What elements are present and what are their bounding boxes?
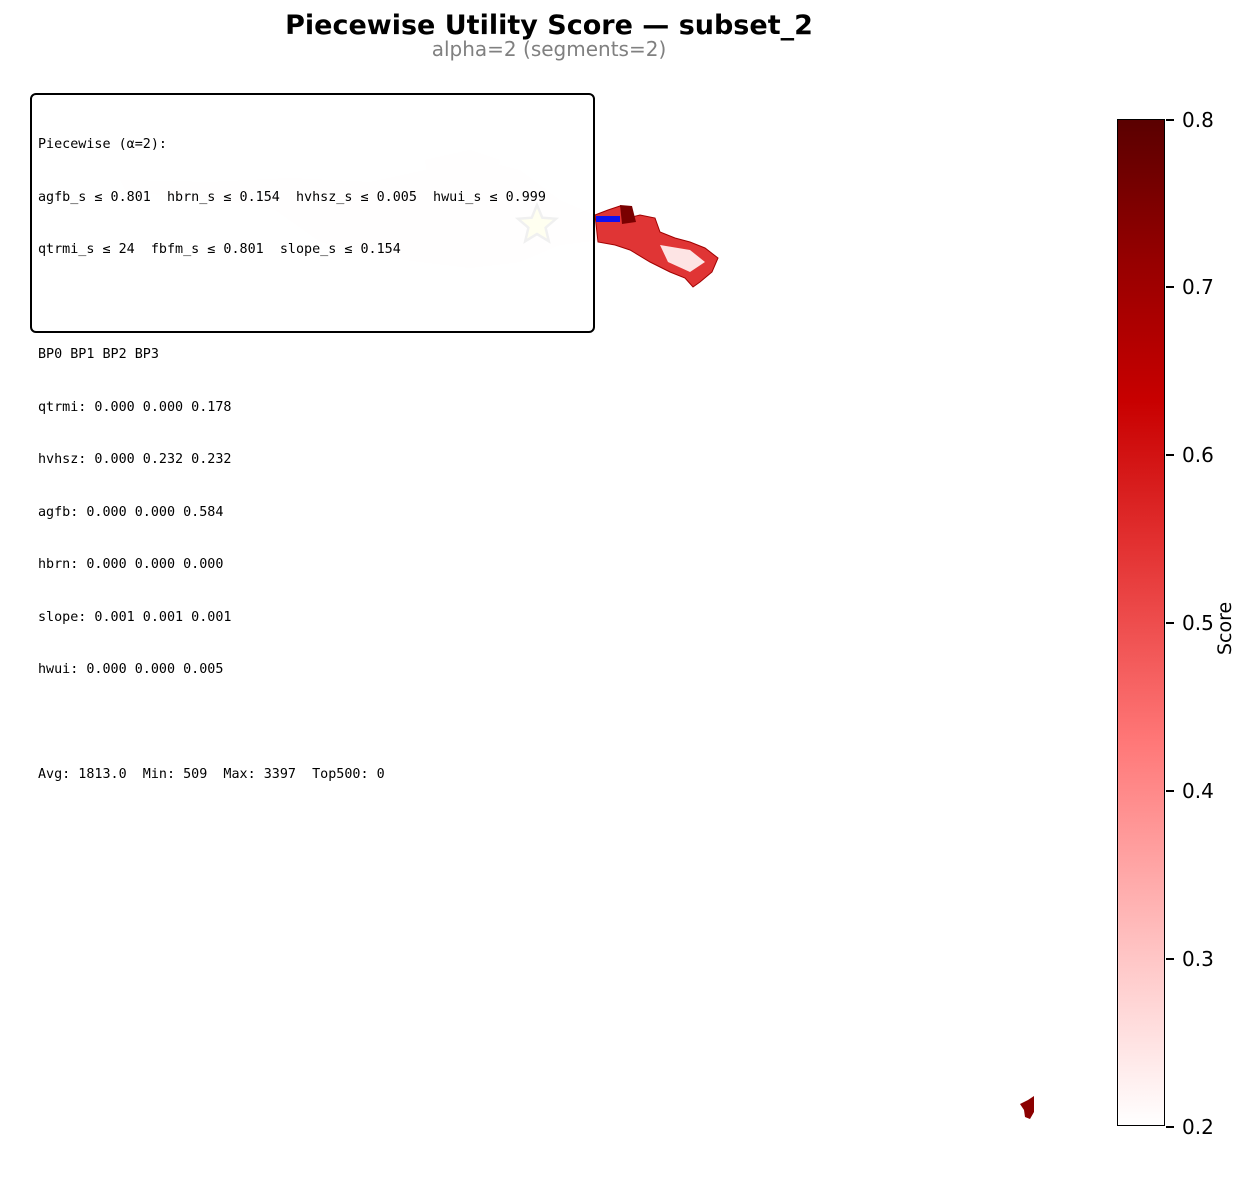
colorbar-tick-label: 0.4	[1182, 779, 1214, 803]
chart-title: Piecewise Utility Score — subset_2	[285, 10, 813, 41]
chart-subtitle: alpha=2 (segments=2)	[431, 37, 667, 61]
colorbar	[1117, 119, 1165, 1126]
info-line: Avg: 1813.0 Min: 509 Max: 3397 Top500: 0	[38, 767, 385, 782]
colorbar-tick	[1166, 958, 1174, 960]
colorbar-tick-label: 0.6	[1182, 443, 1214, 467]
colorbar-tick-label: 0.2	[1182, 1115, 1214, 1139]
region-east-dark	[620, 205, 636, 224]
region-east-core	[660, 245, 705, 272]
colorbar-tick	[1166, 1126, 1174, 1128]
info-line: slope: 0.001 0.001 0.001	[38, 609, 232, 625]
blue-segment	[596, 216, 620, 222]
info-line: BP0 BP1 BP2 BP3	[38, 347, 159, 362]
colorbar-tick	[1166, 119, 1174, 121]
colorbar-tick-label: 0.5	[1182, 611, 1214, 635]
colorbar-label: Score	[1214, 601, 1236, 655]
info-box: Piecewise (α=2): agfb_s ≤ 0.801 hbrn_s ≤…	[30, 93, 595, 782]
colorbar-tick	[1166, 286, 1174, 288]
colorbar-tick-label: 0.8	[1182, 108, 1214, 132]
info-line: agfb_s ≤ 0.801 hbrn_s ≤ 0.154 hvhsz_s ≤ …	[38, 189, 546, 205]
island	[1020, 1096, 1034, 1119]
info-line: hwui: 0.000 0.000 0.005	[38, 662, 224, 677]
colorbar-tick	[1166, 790, 1174, 792]
info-line: qtrmi_s ≤ 24 fbfm_s ≤ 0.801 slope_s ≤ 0.…	[38, 242, 401, 257]
info-line: Piecewise (α=2):	[38, 137, 167, 152]
colorbar-tick	[1166, 454, 1174, 456]
info-line	[38, 294, 587, 312]
info-line: hbrn: 0.000 0.000 0.000	[38, 557, 224, 572]
info-line	[38, 714, 587, 732]
info-line: qtrmi: 0.000 0.000 0.178	[38, 399, 232, 415]
info-line: hvhsz: 0.000 0.232 0.232	[38, 452, 232, 467]
info-line: agfb: 0.000 0.000 0.584	[38, 504, 224, 520]
colorbar-tick	[1166, 622, 1174, 624]
colorbar-tick-label: 0.3	[1182, 947, 1214, 971]
colorbar-tick-label: 0.7	[1182, 275, 1214, 299]
